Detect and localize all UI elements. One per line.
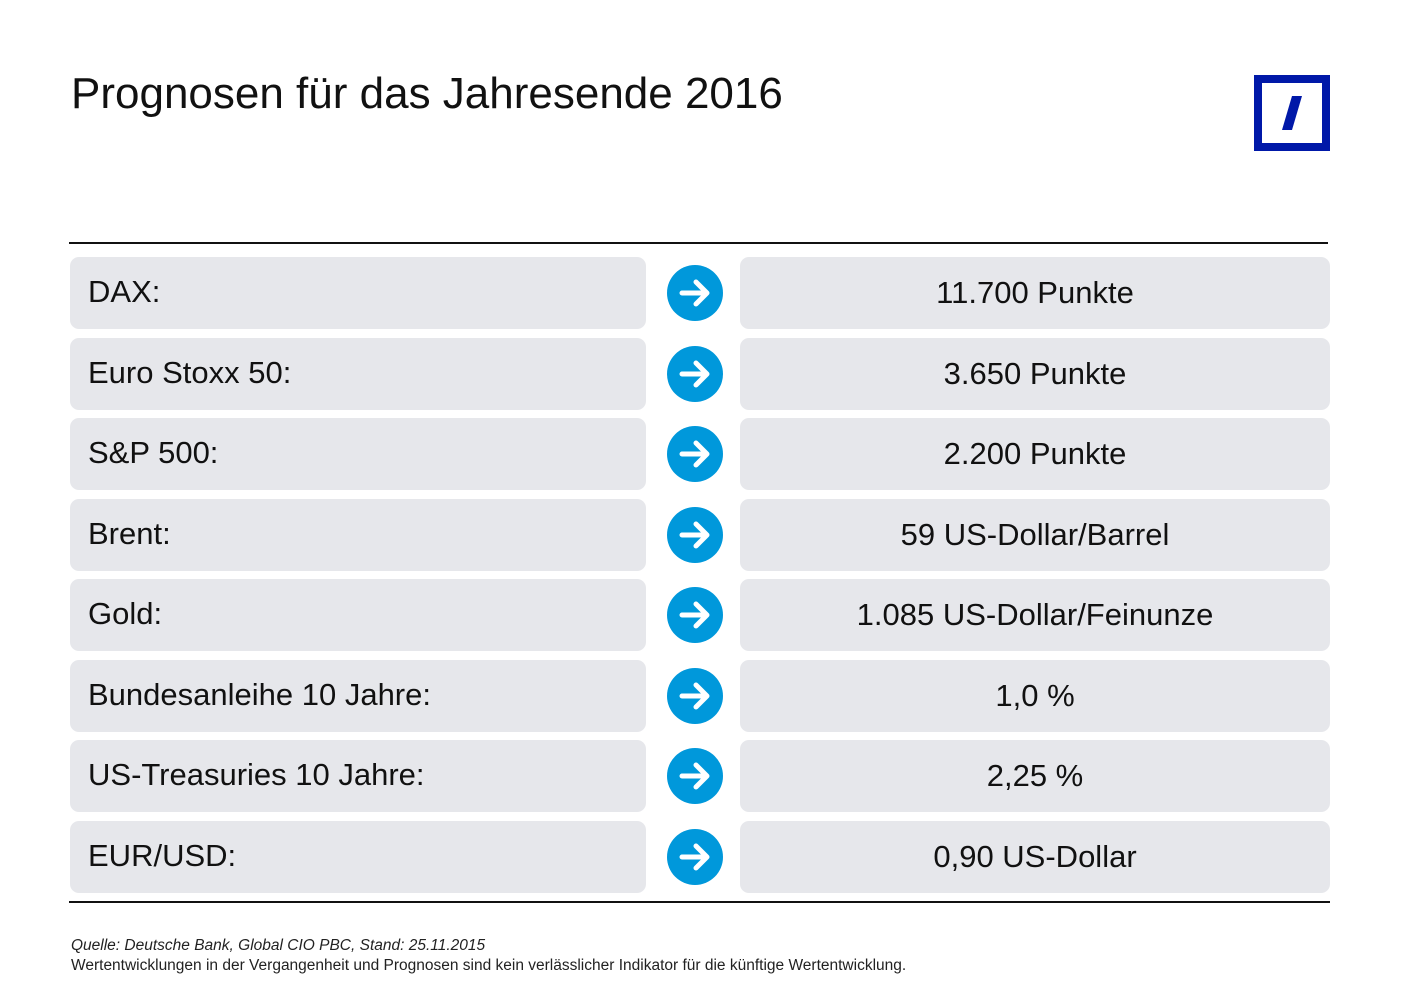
table-row: Euro Stoxx 50: 3.650 Punkte [70, 337, 1330, 410]
bottom-divider [69, 901, 1330, 903]
table-row: Brent: 59 US-Dollar/Barrel [70, 498, 1330, 571]
forecast-value: 1,0 % [740, 659, 1330, 732]
forecast-value: 2.200 Punkte [740, 418, 1330, 490]
forecast-label: US-Treasuries 10 Jahre: [70, 740, 646, 812]
forecast-label: DAX: [70, 257, 646, 329]
forecast-label: Bundesanleihe 10 Jahre: [70, 659, 646, 732]
table-row: Bundesanleihe 10 Jahre: 1,0 % [70, 659, 1330, 732]
arrow-right-circle-icon [667, 265, 723, 321]
arrow-right-circle-icon [667, 748, 723, 804]
top-divider [69, 242, 1328, 244]
forecast-value: 1.085 US-Dollar/Feinunze [740, 579, 1330, 651]
table-row: US-Treasuries 10 Jahre: 2,25 % [70, 740, 1330, 812]
deutsche-bank-logo-icon [1254, 75, 1330, 151]
forecast-label: Euro Stoxx 50: [70, 337, 646, 410]
table-row: EUR/USD: 0,90 US-Dollar [70, 820, 1330, 893]
arrow-right-circle-icon [667, 506, 723, 563]
table-row: DAX: 11.700 Punkte [70, 257, 1330, 329]
arrow-right-circle-icon [667, 587, 723, 643]
forecast-label: S&P 500: [70, 418, 646, 490]
forecast-value: 2,25 % [740, 740, 1330, 812]
arrow-right-circle-icon [667, 426, 723, 482]
arrow-right-circle-icon [667, 345, 723, 402]
forecast-value: 3.650 Punkte [740, 337, 1330, 410]
forecast-label: Brent: [70, 498, 646, 571]
source-note: Quelle: Deutsche Bank, Global CIO PBC, S… [71, 937, 486, 954]
forecast-label: Gold: [70, 579, 646, 651]
forecast-value: 11.700 Punkte [740, 257, 1330, 329]
forecast-value: 0,90 US-Dollar [740, 820, 1330, 893]
forecast-table: DAX: 11.700 Punkte Euro Stoxx 50: 3.650 … [70, 257, 1330, 893]
table-row: Gold: 1.085 US-Dollar/Feinunze [70, 579, 1330, 651]
page-title: Prognosen für das Jahresende 2016 [71, 69, 783, 118]
arrow-right-circle-icon [667, 667, 723, 724]
table-row: S&P 500: 2.200 Punkte [70, 418, 1330, 490]
forecast-label: EUR/USD: [70, 820, 646, 893]
forecast-value: 59 US-Dollar/Barrel [740, 498, 1330, 571]
arrow-right-circle-icon [667, 828, 723, 885]
disclaimer-note: Wertentwicklungen in der Vergangenheit u… [71, 957, 907, 974]
